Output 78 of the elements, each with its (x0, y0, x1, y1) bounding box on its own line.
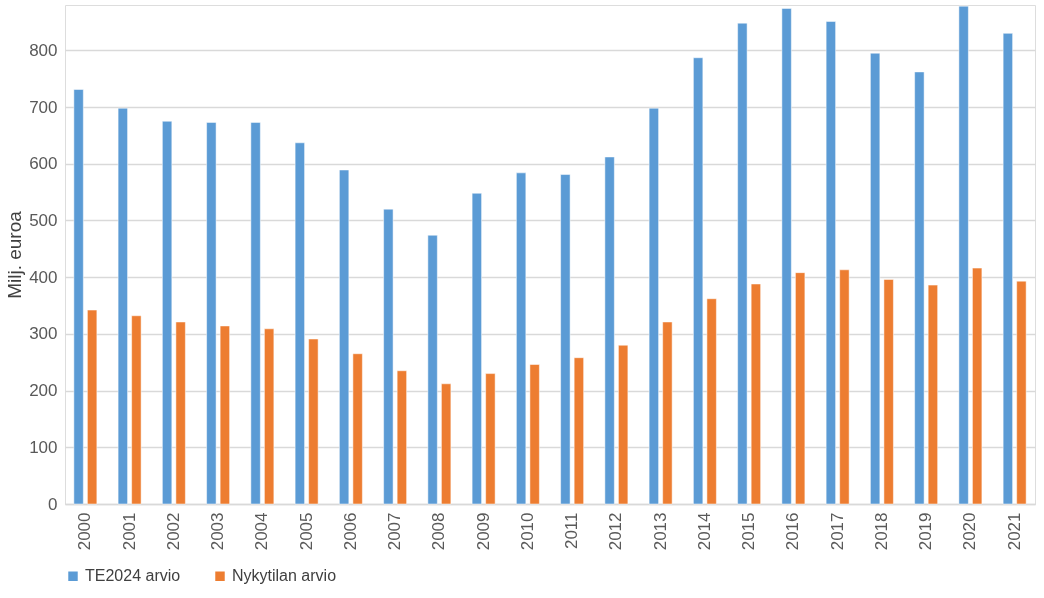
bar (883, 279, 894, 505)
x-tick-label: 2019 (916, 512, 936, 551)
bar (308, 338, 319, 505)
legend-label: Nykytilan arvio (232, 567, 337, 585)
bar (87, 309, 98, 505)
x-tick-label: 2018 (871, 512, 891, 551)
bar (529, 364, 540, 505)
bar (471, 193, 482, 505)
bar (352, 353, 363, 505)
x-tick-label: 2014 (694, 512, 714, 551)
bar (427, 234, 438, 505)
bar (162, 120, 173, 505)
bar (870, 52, 881, 505)
y-tick-label: 100 (29, 437, 58, 457)
x-tick-label: 2012 (606, 512, 626, 551)
bar (294, 142, 305, 505)
bar (618, 344, 629, 505)
x-tick-label: 2017 (827, 512, 847, 551)
x-tick-label: 2021 (1004, 512, 1024, 551)
bar (175, 321, 186, 505)
bar (560, 174, 571, 505)
bar (825, 21, 836, 505)
x-tick-label: 2010 (517, 512, 537, 551)
bar (264, 328, 275, 505)
bar (648, 107, 659, 505)
bar (131, 315, 142, 505)
x-tick-label: 2003 (208, 512, 228, 551)
bar (573, 357, 584, 505)
bar (604, 156, 615, 505)
bar (927, 284, 938, 505)
x-tick-label: 2011 (562, 512, 582, 550)
bar (693, 57, 704, 505)
y-tick-label: 800 (29, 40, 58, 60)
bar (662, 321, 673, 505)
x-tick-label: 2009 (473, 512, 493, 551)
bar (781, 8, 792, 505)
bar (795, 272, 806, 505)
x-tick-label: 2008 (429, 512, 449, 551)
x-tick-label: 2020 (960, 512, 980, 551)
y-tick-label: 500 (29, 210, 58, 230)
bar (396, 370, 407, 505)
bar (117, 107, 128, 505)
bar (73, 89, 84, 505)
bar (958, 5, 969, 505)
y-tick-label: 700 (29, 97, 58, 117)
bar (914, 71, 925, 505)
x-tick-label: 2015 (739, 512, 759, 551)
y-tick-label: 600 (29, 154, 58, 174)
bar (1002, 33, 1013, 505)
x-tick-label: 2007 (385, 512, 405, 551)
bar (206, 122, 217, 505)
bar (706, 298, 717, 505)
bar (219, 325, 230, 505)
bar (1016, 280, 1027, 505)
bar (485, 373, 496, 505)
x-tick-label: 2002 (163, 512, 183, 551)
x-tick-label: 2000 (75, 512, 95, 551)
y-tick-label: 400 (29, 267, 58, 287)
y-tick-label: 200 (29, 381, 58, 401)
bar (516, 172, 527, 505)
bar (441, 383, 452, 505)
y-tick-label: 300 (29, 324, 58, 344)
x-tick-label: 2001 (119, 512, 139, 551)
legend-label: TE2024 arvio (85, 567, 181, 585)
x-tick-label: 2005 (296, 512, 316, 551)
bar (339, 169, 350, 505)
x-tick-label: 2016 (783, 512, 803, 551)
bar (383, 208, 394, 505)
y-axis-title: Milj. euroa (4, 210, 26, 299)
x-tick-label: 2006 (340, 512, 360, 551)
bar (972, 267, 983, 505)
x-tick-label: 2004 (252, 512, 272, 551)
x-tick-label: 2013 (650, 512, 670, 551)
bar (250, 122, 261, 505)
y-tick-label: 0 (48, 494, 58, 514)
bar (737, 22, 748, 505)
bar (750, 283, 761, 505)
bar (839, 269, 850, 505)
